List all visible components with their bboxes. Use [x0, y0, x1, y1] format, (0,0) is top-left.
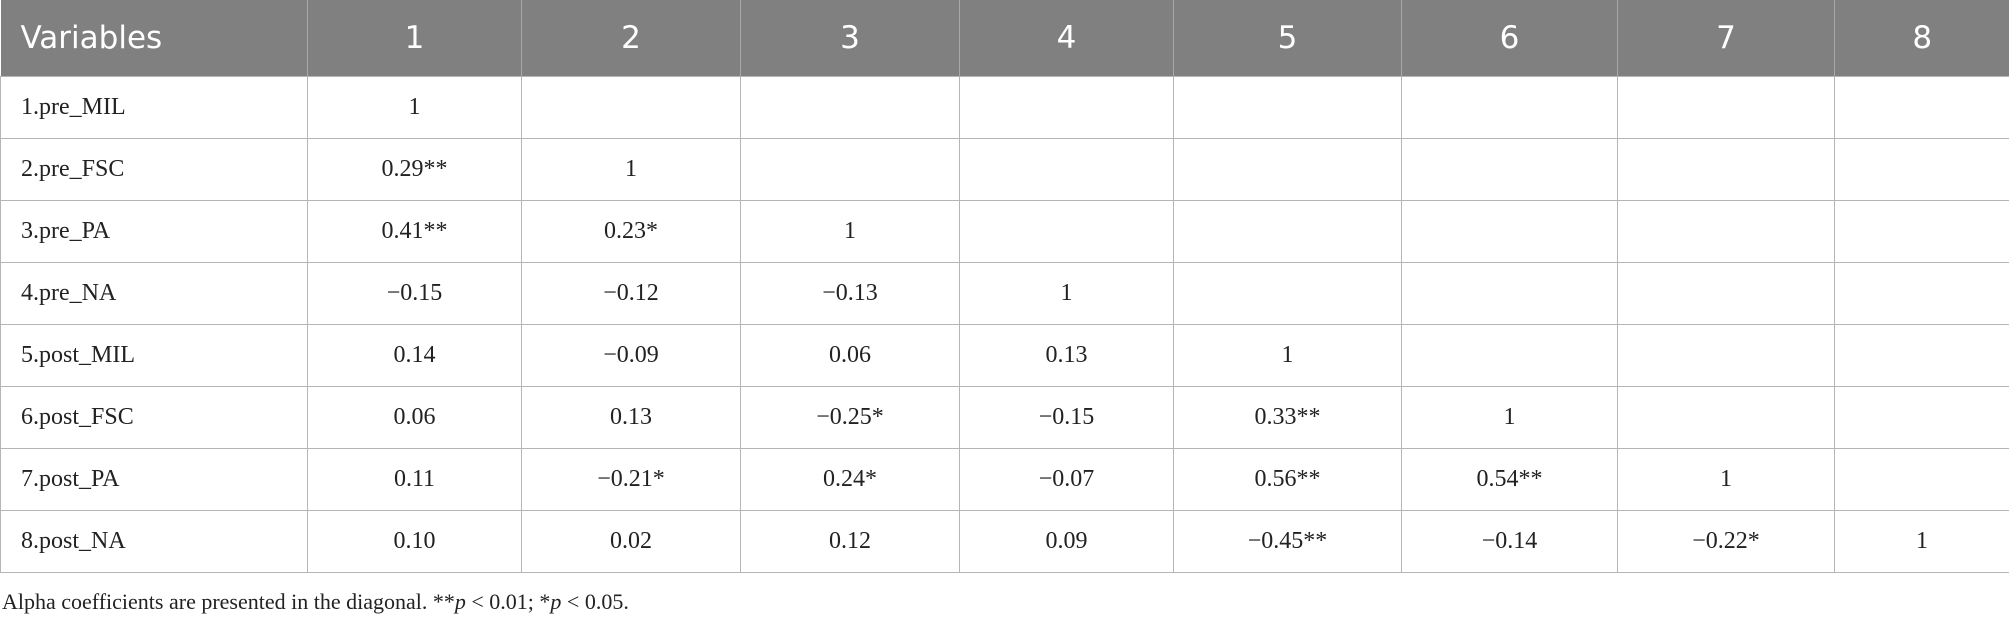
header-cell: 1	[307, 0, 522, 77]
row-label: 7.post_PA	[0, 448, 308, 511]
table-cell	[1401, 200, 1618, 263]
row-label: 2.pre_FSC	[0, 138, 308, 201]
header-cell: 7	[1617, 0, 1835, 77]
table-cell: 1	[959, 262, 1174, 325]
table-cell: 0.29**	[307, 138, 522, 201]
table-cell	[1834, 200, 2009, 263]
table-row: 4.pre_NA −0.15 −0.12 −0.13 1	[0, 262, 2009, 325]
footnote-text: p	[454, 589, 466, 614]
table-cell	[1401, 324, 1618, 387]
table-cell	[1617, 324, 1835, 387]
table-cell	[1834, 324, 2009, 387]
table-cell	[1834, 138, 2009, 201]
table-cell: −0.12	[521, 262, 741, 325]
table-cell: −0.15	[307, 262, 522, 325]
table-cell: 0.54**	[1401, 448, 1618, 511]
table-cell: 0.41**	[307, 200, 522, 263]
table-cell: −0.21*	[521, 448, 741, 511]
table-cell: 0.13	[521, 386, 741, 449]
table-cell: 1	[1834, 510, 2009, 573]
table-cell	[1834, 386, 2009, 449]
table-cell	[521, 76, 741, 139]
header-cell: 3	[740, 0, 960, 77]
table-row: 2.pre_FSC 0.29** 1	[0, 138, 2009, 201]
table-cell	[1173, 76, 1402, 139]
header-cell: 5	[1173, 0, 1402, 77]
header-cell: 4	[959, 0, 1174, 77]
table-cell: 0.06	[740, 324, 960, 387]
table-cell: 0.12	[740, 510, 960, 573]
table-cell	[959, 138, 1174, 201]
table-cell	[740, 76, 960, 139]
table-cell: 0.06	[307, 386, 522, 449]
table-row: 1.pre_MIL 1	[0, 76, 2009, 139]
footnote-text: Alpha coefficients are presented in the …	[2, 589, 455, 614]
table-row: 3.pre_PA 0.41** 0.23* 1	[0, 200, 2009, 263]
table-cell	[1617, 200, 1835, 263]
table-cell: −0.13	[740, 262, 960, 325]
table-cell	[1834, 262, 2009, 325]
row-label: 6.post_FSC	[0, 386, 308, 449]
table-cell: −0.09	[521, 324, 741, 387]
table-cell	[1173, 138, 1402, 201]
table-cell: 1	[740, 200, 960, 263]
row-label: 3.pre_PA	[0, 200, 308, 263]
table-cell	[740, 138, 960, 201]
footnote-text: < 0.05.	[561, 589, 629, 614]
table-cell: −0.25*	[740, 386, 960, 449]
table-cell	[1617, 76, 1835, 139]
table-row: 8.post_NA 0.10 0.02 0.12 0.09 −0.45** −0.14 −0.…	[0, 510, 2009, 573]
table-cell	[1617, 138, 1835, 201]
table-cell: −0.22*	[1617, 510, 1835, 573]
table-cell	[959, 200, 1174, 263]
footnote: Alpha coefficients are presented in the …	[2, 589, 2009, 615]
table-cell: −0.45**	[1173, 510, 1402, 573]
table-cell: 0.56**	[1173, 448, 1402, 511]
table-cell: 0.10	[307, 510, 522, 573]
footnote-text: < 0.01; *	[465, 589, 551, 614]
table-body: 1.pre_MIL 1 2.pre_FSC 0.29** 1 3.pre_PA 0.41**…	[0, 76, 2009, 573]
table-cell: −0.14	[1401, 510, 1618, 573]
table-cell: 0.13	[959, 324, 1174, 387]
table-cell: 0.33**	[1173, 386, 1402, 449]
table-cell	[1617, 262, 1835, 325]
header-row: Variables 1 2 3 4 5 6 7 8	[0, 0, 2009, 77]
table-cell: 1	[307, 76, 522, 139]
table-row: 5.post_MIL 0.14 −0.09 0.06 0.13 1	[0, 324, 2009, 387]
table-cell	[1173, 200, 1402, 263]
header-cell: Variables	[0, 0, 308, 77]
table-cell: 0.11	[307, 448, 522, 511]
row-label: 1.pre_MIL	[0, 76, 308, 139]
header-cell: 8	[1834, 0, 2009, 77]
row-label: 5.post_MIL	[0, 324, 308, 387]
table-row: 7.post_PA 0.11 −0.21* 0.24* −0.07 0.56** 0.54*…	[0, 448, 2009, 511]
table-cell	[1617, 386, 1835, 449]
table-cell	[1401, 138, 1618, 201]
table-cell: 0.09	[959, 510, 1174, 573]
table-cell: 1	[1617, 448, 1835, 511]
table-cell: 0.23*	[521, 200, 741, 263]
table-cell	[959, 76, 1174, 139]
table-cell	[1401, 262, 1618, 325]
table-cell: 0.14	[307, 324, 522, 387]
table-row: 6.post_FSC 0.06 0.13 −0.25* −0.15 0.33** 1	[0, 386, 2009, 449]
header-cell: 2	[521, 0, 741, 77]
table-cell: −0.07	[959, 448, 1174, 511]
table-cell: 1	[1173, 324, 1402, 387]
table-cell: 1	[1401, 386, 1618, 449]
header-cell: 6	[1401, 0, 1618, 77]
table-cell	[1401, 76, 1618, 139]
table-cell: −0.15	[959, 386, 1174, 449]
table-cell	[1834, 76, 2009, 139]
correlation-table: Variables 1 2 3 4 5 6 7 8 1.pre_MIL 1 2.pre_FSC 0.2…	[0, 0, 2009, 573]
row-label: 4.pre_NA	[0, 262, 308, 325]
footnote-text: p	[550, 589, 562, 614]
table-cell	[1834, 448, 2009, 511]
table-cell: 1	[521, 138, 741, 201]
row-label: 8.post_NA	[0, 510, 308, 573]
table-cell	[1173, 262, 1402, 325]
table-cell: 0.24*	[740, 448, 960, 511]
table-cell: 0.02	[521, 510, 741, 573]
